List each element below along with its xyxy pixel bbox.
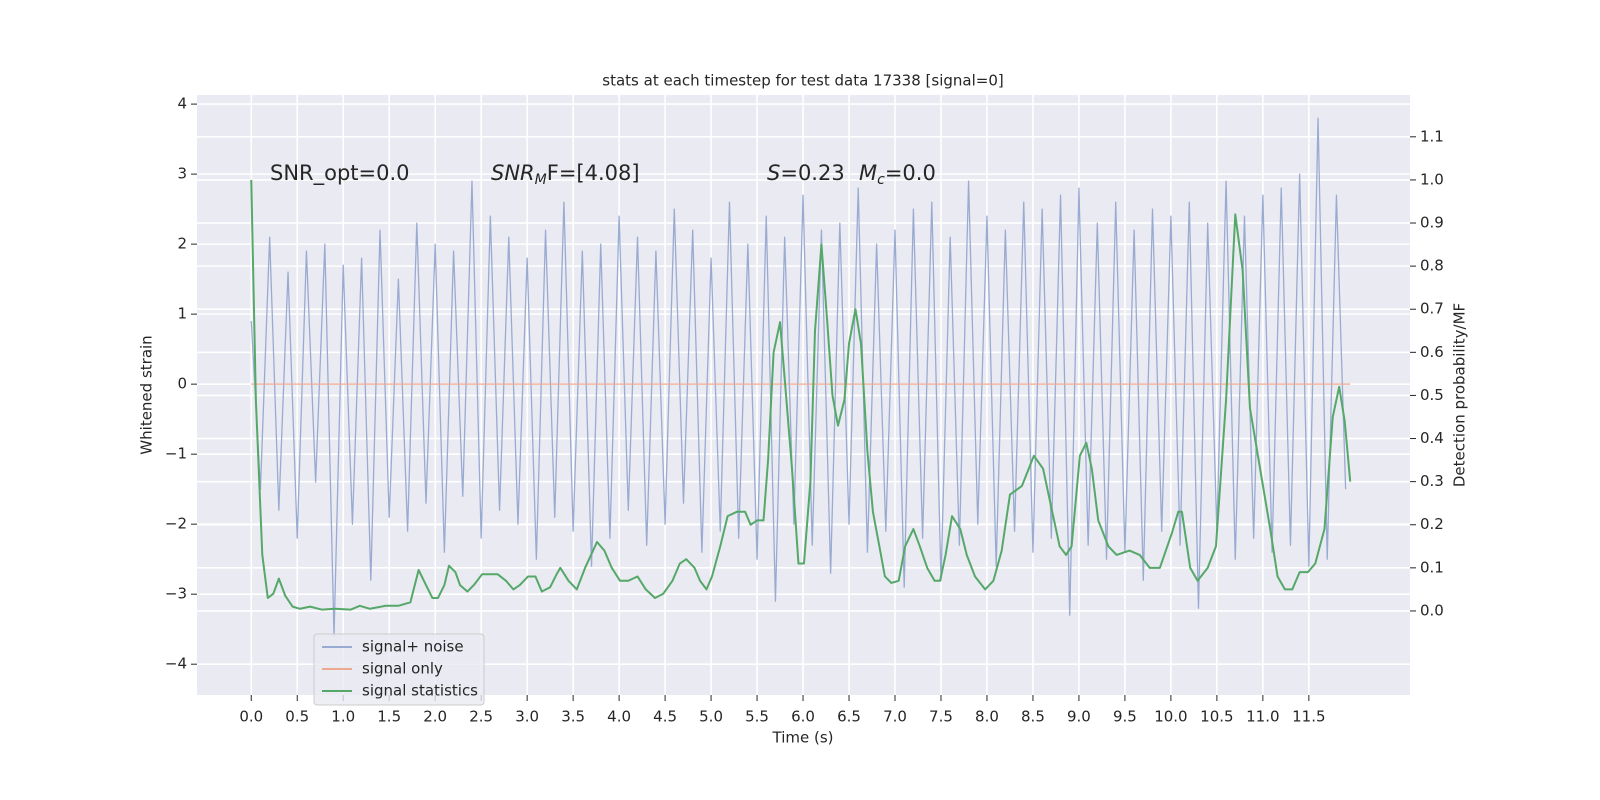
annotation-sub: M bbox=[535, 172, 547, 188]
y2-tick-label: 0.4 bbox=[1420, 429, 1444, 447]
x-tick-label: 8.5 bbox=[1021, 708, 1045, 726]
y-tick-label: 1 bbox=[177, 305, 187, 323]
series-line bbox=[250, 117, 1347, 637]
x-tick-label: 5.0 bbox=[699, 708, 723, 726]
x-tick-label: 4.5 bbox=[653, 708, 677, 726]
x-tick-label: 10.0 bbox=[1154, 708, 1187, 726]
annotation-sub: c bbox=[877, 172, 885, 188]
annotation-base: SNR bbox=[491, 161, 535, 185]
series-line bbox=[250, 179, 1352, 611]
x-tick-label: 9.0 bbox=[1067, 708, 1091, 726]
x-tick-label: 3.0 bbox=[515, 708, 539, 726]
grid: 0.0 0.5 1.0 1.5 2.0 2.5 3.0 3.5 4.0 4.5 5.0 5.5 6.0 6… bbox=[165, 95, 1444, 726]
annotation: SNR_opt=0.0 bbox=[270, 161, 410, 186]
annotation-tail: =0.23 bbox=[780, 161, 844, 185]
y-tick-label: 4 bbox=[177, 95, 187, 113]
y-tick-label: 2 bbox=[177, 235, 187, 253]
chart-title: stats at each timestep for test data 173… bbox=[602, 72, 1003, 90]
y2-tick-label: 0.0 bbox=[1420, 601, 1444, 619]
annotation-base: S bbox=[767, 161, 780, 185]
x-tick-label: 11.5 bbox=[1292, 708, 1325, 726]
y2-tick-label: 1.1 bbox=[1420, 127, 1444, 145]
y-tick-label: −3 bbox=[165, 585, 187, 603]
y-tick-label: −2 bbox=[165, 515, 187, 533]
legend: signal+ noise signal only signal statistic… bbox=[313, 633, 485, 706]
annotation: S=0.23 bbox=[767, 161, 845, 185]
y-tick-label: −1 bbox=[165, 445, 187, 463]
legend-box bbox=[313, 633, 485, 706]
y2-tick-label: 0.9 bbox=[1420, 214, 1444, 232]
y2-tick-label: 0.3 bbox=[1420, 472, 1444, 490]
annotations: SNR_opt=0.0 SNRMF=[4.08] S=0.23 Mc=0.0 bbox=[270, 161, 936, 188]
y2-tick-label: 0.2 bbox=[1420, 515, 1444, 533]
y-tick-label: 0 bbox=[177, 375, 187, 393]
x-tick-label: 5.5 bbox=[745, 708, 769, 726]
x-tick-label: 2.5 bbox=[469, 708, 493, 726]
x-tick-label: 7.0 bbox=[883, 708, 907, 726]
x-tick-label: 11.0 bbox=[1246, 708, 1279, 726]
marks bbox=[250, 117, 1352, 637]
x-axis-label: Time (s) bbox=[772, 729, 834, 747]
x-tick-label: 2.0 bbox=[423, 708, 447, 726]
y2-tick-label: 0.1 bbox=[1420, 558, 1444, 576]
annotation-tail: F=[4.08] bbox=[547, 161, 640, 185]
x-tick-label: 10.5 bbox=[1200, 708, 1233, 726]
legend-label: signal only bbox=[362, 660, 443, 678]
y2-tick-label: 0.5 bbox=[1420, 386, 1444, 404]
y-axis-label: Whitened strain bbox=[138, 335, 156, 454]
y-tick-label: −4 bbox=[165, 655, 187, 673]
y2-tick-label: 1.0 bbox=[1420, 170, 1444, 188]
x-tick-label: 0.0 bbox=[239, 708, 263, 726]
legend-label: signal+ noise bbox=[362, 638, 464, 656]
y-tick-label: 3 bbox=[177, 165, 187, 183]
x-tick-label: 3.5 bbox=[561, 708, 585, 726]
x-tick-label: 6.0 bbox=[791, 708, 815, 726]
y2-axis-label: Detection probability/MF bbox=[1451, 303, 1469, 487]
x-tick-label: 1.5 bbox=[377, 708, 401, 726]
y2-tick-label: 0.6 bbox=[1420, 343, 1444, 361]
annotation: SNRMF=[4.08] bbox=[491, 161, 640, 188]
annotation-base: M bbox=[859, 161, 877, 185]
x-tick-label: 0.5 bbox=[285, 708, 309, 726]
x-tick-label: 8.0 bbox=[975, 708, 999, 726]
y2-tick-label: 0.8 bbox=[1420, 257, 1444, 275]
x-tick-label: 6.5 bbox=[837, 708, 861, 726]
y2-tick-label: 0.7 bbox=[1420, 300, 1444, 318]
x-tick-label: 9.5 bbox=[1113, 708, 1137, 726]
x-tick-label: 4.0 bbox=[607, 708, 631, 726]
annotation-tail: =0.0 bbox=[885, 161, 936, 185]
x-tick-label: 7.5 bbox=[929, 708, 953, 726]
annotation: Mc=0.0 bbox=[859, 161, 936, 188]
legend-label: signal statistics bbox=[362, 682, 478, 700]
x-tick-label: 1.0 bbox=[331, 708, 355, 726]
